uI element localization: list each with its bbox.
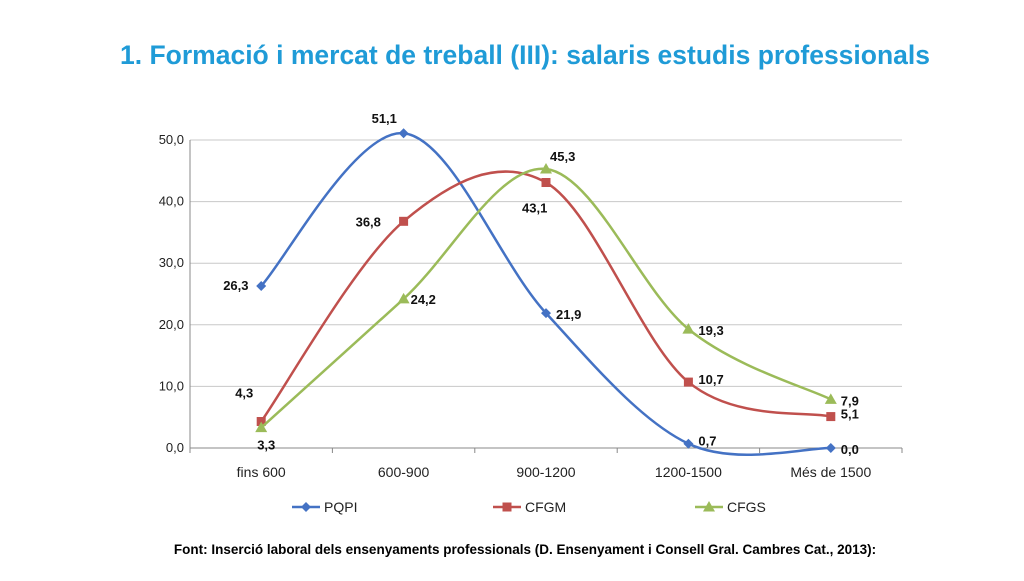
y-tick-label: 40,0 xyxy=(159,194,184,209)
series-line xyxy=(260,131,831,456)
data-point xyxy=(682,323,695,334)
legend-item-pqpi: PQPI xyxy=(292,499,357,515)
data-label: 5,1 xyxy=(841,407,859,422)
legend-item-cfgm: CFGM xyxy=(493,499,566,515)
data-point xyxy=(825,443,836,453)
legend-label: CFGM xyxy=(525,499,566,515)
series-pqpi: 26,3 51,1 21,9 0,7 0,0 xyxy=(223,111,859,457)
data-point xyxy=(540,162,552,174)
data-point xyxy=(256,417,266,427)
data-label: 10,7 xyxy=(698,372,723,387)
data-label: 24,2 xyxy=(411,292,436,307)
x-tick-label: 900-1200 xyxy=(516,464,575,480)
data-point xyxy=(683,438,694,449)
x-tick-label: Més de 1500 xyxy=(790,464,871,480)
data-label: 51,1 xyxy=(372,111,397,126)
data-point xyxy=(826,412,836,422)
y-tick-label: 50,0 xyxy=(159,132,184,147)
data-label: 4,3 xyxy=(235,386,253,401)
data-label: 7,9 xyxy=(841,393,859,408)
data-label: 45,3 xyxy=(550,149,575,164)
y-tick-label: 20,0 xyxy=(159,317,184,332)
y-tick-label: 30,0 xyxy=(159,255,184,270)
data-point xyxy=(399,216,409,226)
data-label: 3,3 xyxy=(257,438,275,453)
legend-marker xyxy=(703,501,715,512)
slide-title: 1. Formació i mercat de treball (III): s… xyxy=(120,40,930,70)
x-tick-label: 1200-1500 xyxy=(655,464,722,480)
source-note: Font: Inserció laboral dels ensenyaments… xyxy=(173,542,877,557)
data-label: 36,8 xyxy=(356,214,381,229)
data-label: 43,1 xyxy=(522,201,547,216)
data-point xyxy=(541,308,551,319)
y-tick-label: 10,0 xyxy=(159,378,184,393)
data-point xyxy=(683,377,693,387)
legend-item-cfgs: CFGS xyxy=(695,499,766,515)
data-label: 26,3 xyxy=(223,278,248,293)
data-point xyxy=(397,292,410,304)
data-point xyxy=(256,280,267,291)
x-tick-label: fins 600 xyxy=(237,464,286,480)
legend-label: CFGS xyxy=(727,499,766,515)
series-cfgs: 3,3 24,2 45,3 19,3 7,9 xyxy=(255,149,859,453)
x-tick-label: 600-900 xyxy=(378,464,430,480)
data-label: 0,0 xyxy=(841,442,859,457)
series-cfgm: 4,3 36,8 43,1 10,7 5,1 xyxy=(235,170,859,427)
legend-marker xyxy=(502,502,512,512)
data-point xyxy=(824,393,837,404)
y-tick-label: 0,0 xyxy=(166,440,184,455)
legend-marker xyxy=(301,502,311,512)
data-label: 0,7 xyxy=(698,434,716,449)
data-point xyxy=(398,128,409,139)
legend-label: PQPI xyxy=(324,499,357,515)
data-point xyxy=(255,421,268,433)
data-label: 19,3 xyxy=(698,323,723,338)
data-label: 21,9 xyxy=(556,307,581,322)
data-point xyxy=(541,178,551,188)
